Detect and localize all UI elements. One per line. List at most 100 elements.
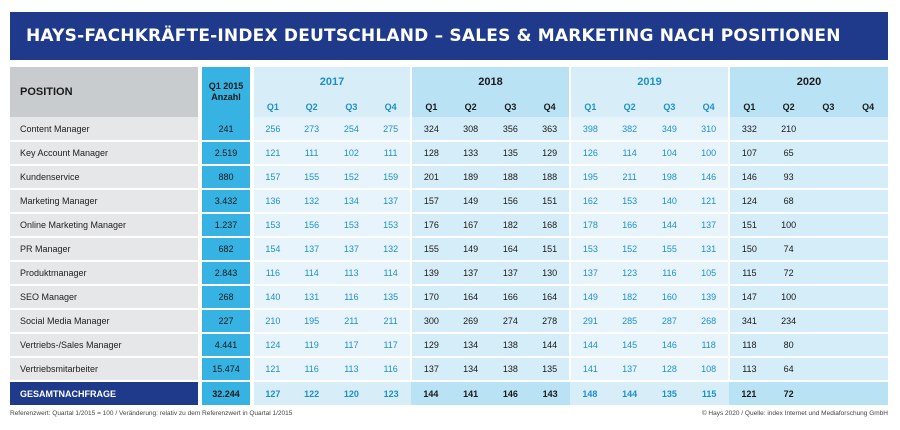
value-cell: [808, 261, 849, 286]
value-cell: 201: [410, 165, 451, 190]
value-cell: 100: [768, 213, 809, 238]
value-cell: 137: [450, 261, 491, 286]
value-cell: 115: [728, 261, 769, 286]
value-cell: 153: [331, 213, 372, 238]
value-cell: 188: [530, 165, 570, 190]
value-cell: 211: [609, 165, 650, 190]
value-cell: 114: [371, 261, 411, 286]
value-cell: 130: [530, 261, 570, 286]
value-cell: [808, 213, 849, 238]
value-cell: 135: [649, 381, 690, 405]
value-cell: 117: [371, 333, 411, 358]
value-cell: [848, 285, 888, 310]
value-cell: 121: [252, 141, 292, 166]
anzahl-header-line2: Anzahl: [211, 92, 241, 102]
value-cell: 116: [649, 261, 690, 286]
table-row: SEO Manager 268 140 131 116 135 170 164 166 164 14…: [10, 285, 888, 310]
value-cell: 198: [649, 165, 690, 190]
anzahl-cell: 2.843: [200, 261, 254, 286]
value-cell: 114: [609, 141, 650, 166]
value-cell: 116: [252, 261, 292, 286]
value-cell: 146: [490, 381, 531, 405]
value-cell: 254: [331, 117, 372, 142]
value-cell: 116: [291, 357, 332, 382]
value-cell: 64: [768, 357, 809, 382]
value-cell: 113: [728, 357, 769, 382]
value-cell: 137: [689, 213, 729, 238]
value-cell: 189: [450, 165, 491, 190]
value-cell: 153: [371, 213, 411, 238]
quarter-header: Q1: [410, 97, 451, 117]
value-cell: 308: [450, 117, 491, 142]
value-cell: 116: [371, 357, 411, 382]
value-cell: 164: [450, 285, 491, 310]
value-cell: 153: [569, 237, 610, 262]
position-cell: SEO Manager: [10, 285, 202, 310]
quarter-header-row: Q1 Q2 Q3 Q4 Q1 Q2 Q3 Q4 Q1 Q2 Q3 Q4 Q1 Q2 Q3 Q4: [10, 97, 888, 117]
value-cell: 155: [410, 237, 451, 262]
value-cell: 111: [371, 141, 411, 166]
value-cell: 274: [490, 309, 531, 334]
value-cell: 160: [649, 285, 690, 310]
value-cell: 117: [331, 333, 372, 358]
value-cell: 138: [490, 333, 531, 358]
value-cell: 170: [410, 285, 451, 310]
quarter-header: Q4: [848, 97, 888, 117]
value-cell: 210: [768, 117, 809, 142]
value-cell: [848, 141, 888, 166]
position-cell: GESAMTNACHFRAGE: [10, 381, 202, 405]
value-cell: 122: [291, 381, 332, 405]
value-cell: 211: [371, 309, 411, 334]
quarter-header: Q1: [569, 97, 610, 117]
year-header-2018: 2018: [410, 67, 570, 97]
value-cell: 152: [331, 165, 372, 190]
value-cell: 164: [490, 237, 531, 262]
value-cell: 137: [331, 237, 372, 262]
quarter-header: Q3: [808, 97, 849, 117]
position-cell: Vertriebsmitarbeiter: [10, 357, 202, 382]
value-cell: 256: [252, 117, 292, 142]
year-header-2020: 2020: [728, 67, 888, 97]
value-cell: 115: [689, 381, 729, 405]
value-cell: 159: [371, 165, 411, 190]
value-cell: 382: [609, 117, 650, 142]
value-cell: 211: [331, 309, 372, 334]
value-cell: 137: [569, 261, 610, 286]
value-cell: 398: [569, 117, 610, 142]
value-cell: 146: [689, 165, 729, 190]
quarter-header: Q4: [689, 97, 729, 117]
value-cell: 93: [768, 165, 809, 190]
quarter-header: Q3: [490, 97, 531, 117]
value-cell: 146: [649, 333, 690, 358]
anzahl-cell: 4.441: [200, 333, 254, 358]
table-row: Social Media Manager 227 210 195 211 211 300 26…: [10, 309, 888, 334]
table-row: Kundenservice 880 157 155 152 159 201 189 188 188…: [10, 165, 888, 190]
value-cell: 124: [252, 333, 292, 358]
value-cell: 132: [371, 237, 411, 262]
value-cell: 114: [291, 261, 332, 286]
quarter-header: Q3: [649, 97, 690, 117]
value-cell: 139: [689, 285, 729, 310]
value-cell: [808, 357, 849, 382]
value-cell: 268: [689, 309, 729, 334]
value-cell: 150: [728, 237, 769, 262]
value-cell: 137: [410, 357, 451, 382]
value-cell: 144: [649, 213, 690, 238]
footnote-reference: Referenzwert: Quartal 1/2015 = 100 / Ver…: [10, 410, 293, 417]
value-cell: 310: [689, 117, 729, 142]
value-cell: 102: [331, 141, 372, 166]
anzahl-cell: 880: [200, 165, 254, 190]
value-cell: 146: [728, 165, 769, 190]
value-cell: 127: [252, 381, 292, 405]
value-cell: [848, 237, 888, 262]
position-cell: Online Marketing Manager: [10, 213, 202, 238]
value-cell: 105: [689, 261, 729, 286]
value-cell: [848, 165, 888, 190]
value-cell: 120: [331, 381, 372, 405]
quarter-header: Q2: [768, 97, 809, 117]
page-title: HAYS-FACHKRÄFTE-INDEX DEUTSCHLAND – SALE…: [10, 12, 888, 60]
value-cell: 147: [728, 285, 769, 310]
quarter-header: Q2: [291, 97, 332, 117]
value-cell: 291: [569, 309, 610, 334]
anzahl-cell: 241: [200, 117, 254, 142]
